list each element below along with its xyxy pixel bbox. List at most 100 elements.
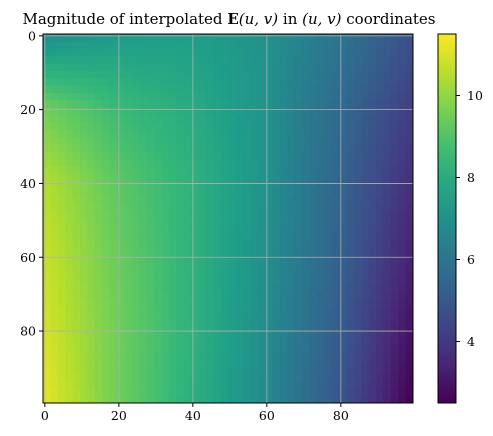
- heatmap-cell: [339, 174, 347, 183]
- heatmap-cell: [131, 70, 140, 79]
- heatmap-cell: [265, 85, 273, 94]
- heatmap-cell: [65, 181, 74, 190]
- heatmap-cell: [168, 166, 177, 175]
- heatmap-cell: [72, 152, 81, 161]
- heatmap-cell: [376, 181, 384, 190]
- heatmap-cell: [124, 299, 133, 308]
- heatmap-cell: [272, 233, 281, 242]
- heatmap-cell: [398, 321, 407, 330]
- heatmap-cell: [294, 48, 303, 57]
- heatmap-cell: [65, 56, 74, 65]
- heatmap-cell: [331, 343, 340, 352]
- heatmap-cell: [80, 211, 88, 220]
- heatmap-cell: [294, 181, 303, 190]
- heatmap-cell: [361, 48, 370, 57]
- heatmap-cell: [213, 85, 222, 94]
- heatmap-cell: [287, 78, 296, 87]
- heatmap-cell: [183, 144, 192, 153]
- heatmap-cell: [235, 137, 244, 146]
- heatmap-cell: [339, 380, 347, 389]
- heatmap-cell: [94, 262, 103, 271]
- heatmap-cell: [146, 329, 155, 338]
- heatmap-cell: [102, 284, 111, 293]
- heatmap-cell: [390, 211, 399, 220]
- heatmap-cell: [65, 233, 74, 242]
- heatmap-cell: [383, 63, 392, 72]
- heatmap-cell: [265, 174, 273, 183]
- heatmap-cell: [405, 137, 413, 146]
- heatmap-cell: [272, 321, 281, 330]
- heatmap-cell: [353, 284, 362, 293]
- heatmap-cell: [265, 188, 273, 197]
- heatmap-cell: [117, 48, 125, 57]
- heatmap-cell: [168, 144, 177, 153]
- heatmap-cell: [220, 380, 229, 389]
- heatmap-cell: [109, 351, 118, 360]
- heatmap-cell: [183, 351, 192, 360]
- heatmap-cell: [272, 299, 281, 308]
- heatmap-cell: [242, 307, 251, 316]
- heatmap-cell: [309, 270, 318, 279]
- heatmap-cell: [176, 233, 185, 242]
- heatmap-cell: [183, 270, 192, 279]
- heatmap-cell: [50, 395, 59, 403]
- heatmap-cell: [154, 358, 162, 367]
- heatmap-cell: [102, 380, 111, 389]
- heatmap-cell: [139, 78, 148, 87]
- heatmap-cell: [324, 225, 333, 234]
- heatmap-cell: [250, 270, 259, 279]
- heatmap-cell: [316, 262, 325, 271]
- heatmap-cell: [213, 48, 222, 57]
- heatmap-cell: [405, 292, 413, 301]
- heatmap-cell: [339, 233, 347, 242]
- heatmap-cell: [316, 277, 325, 286]
- heatmap-cell: [353, 336, 362, 345]
- heatmap-cell: [398, 129, 407, 138]
- heatmap-cell: [250, 299, 259, 308]
- heatmap-cell: [339, 70, 347, 79]
- heatmap-cell: [220, 100, 229, 109]
- heatmap-cell: [198, 366, 207, 375]
- heatmap-cell: [346, 93, 355, 102]
- heatmap-cell: [87, 292, 96, 301]
- heatmap-cell: [331, 48, 340, 57]
- heatmap-cell: [346, 299, 355, 308]
- heatmap-cell: [294, 152, 303, 161]
- heatmap-cell: [331, 137, 340, 146]
- heatmap-cell: [361, 188, 370, 197]
- heatmap-cell: [279, 137, 288, 146]
- heatmap-cell: [368, 277, 377, 286]
- title-vector: E: [227, 10, 238, 28]
- heatmap-cell: [383, 270, 392, 279]
- heatmap-cell: [257, 56, 266, 65]
- heatmap-cell: [72, 388, 81, 397]
- heatmap-cell: [191, 277, 199, 286]
- heatmap-cell: [154, 93, 162, 102]
- heatmap-cell: [117, 329, 125, 338]
- heatmap-cell: [57, 63, 66, 72]
- heatmap-cell: [191, 174, 199, 183]
- heatmap-cell: [383, 233, 392, 242]
- heatmap-cell: [324, 159, 333, 168]
- heatmap-cell: [405, 233, 413, 242]
- heatmap-cell: [109, 166, 118, 175]
- heatmap-cell: [191, 166, 199, 175]
- heatmap-cell: [383, 321, 392, 330]
- heatmap-cell: [168, 41, 177, 50]
- heatmap-cell: [265, 70, 273, 79]
- heatmap-cell: [228, 115, 236, 124]
- heatmap-cell: [368, 41, 377, 50]
- heatmap-cell: [250, 78, 259, 87]
- heatmap-cell: [361, 284, 370, 293]
- heatmap-cell: [265, 203, 273, 212]
- heatmap-cell: [353, 314, 362, 323]
- heatmap-cell: [272, 188, 281, 197]
- title-suffix: coordinates: [342, 10, 436, 28]
- heatmap-cell: [309, 292, 318, 301]
- heatmap-cell: [228, 196, 236, 205]
- heatmap-cell: [220, 284, 229, 293]
- heatmap-cell: [87, 115, 96, 124]
- heatmap-cell: [346, 336, 355, 345]
- heatmap-cell: [94, 41, 103, 50]
- heatmap-cell: [139, 314, 148, 323]
